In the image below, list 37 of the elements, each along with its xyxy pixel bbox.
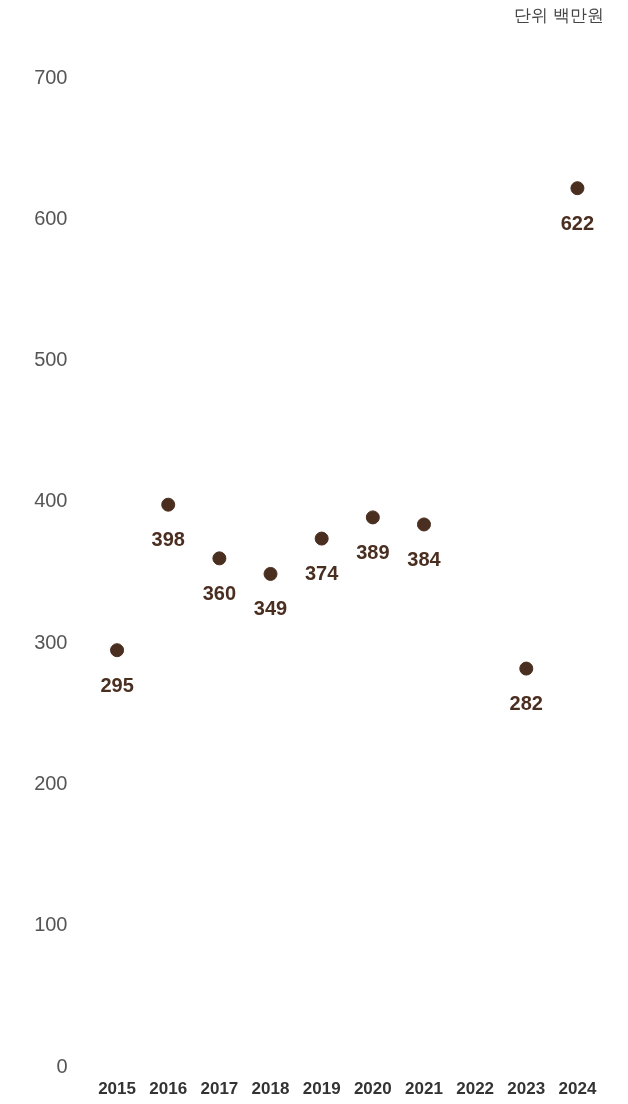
y-tick-label: 300 (34, 630, 68, 653)
y-tick-label: 700 (34, 65, 68, 88)
x-tick-label: 2020 (353, 1078, 392, 1098)
point (314, 531, 329, 546)
x-tick-label: 2017 (200, 1078, 239, 1098)
point (263, 566, 278, 581)
x-tick-label: 2015 (98, 1078, 136, 1098)
y-tick-label: 500 (34, 348, 68, 371)
point (570, 181, 585, 196)
x-tick-label: 2016 (149, 1078, 188, 1098)
data-label: 389 (356, 540, 390, 563)
x-tick-label: 2018 (251, 1078, 290, 1098)
point (110, 643, 125, 658)
y-tick-label: 400 (34, 489, 68, 512)
data-label: 295 (100, 673, 134, 696)
data-label: 384 (407, 547, 442, 570)
y-tick-label: 0 (56, 1054, 68, 1077)
point (212, 551, 227, 566)
point (416, 517, 431, 532)
y-tick-label: 600 (34, 206, 68, 229)
x-tick-label: 2019 (302, 1078, 341, 1098)
x-tick-label: 2021 (405, 1078, 443, 1098)
text: 단위 백만원 (514, 5, 604, 27)
x-tick-label: 2022 (456, 1078, 495, 1098)
data-label: 622 (560, 211, 595, 234)
x-tick-label: 2024 (558, 1078, 597, 1098)
data-label: 374 (304, 562, 340, 585)
data-label: 398 (151, 528, 185, 551)
data-label: 349 (253, 597, 288, 620)
point (161, 497, 176, 512)
y-tick-label: 100 (34, 913, 68, 936)
point (519, 661, 534, 676)
y-tick-label: 200 (34, 771, 68, 794)
point (365, 510, 380, 525)
x-tick-label: 2023 (507, 1078, 546, 1098)
data-label: 360 (202, 581, 237, 604)
data-label: 282 (509, 692, 543, 715)
